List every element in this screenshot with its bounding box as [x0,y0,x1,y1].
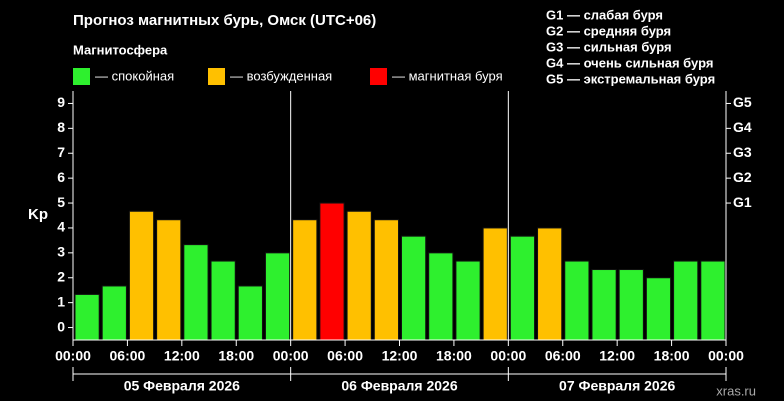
y-tick-label: 8 [57,119,65,135]
x-tick-label: 06:00 [327,348,363,364]
x-tick-label: 06:00 [110,348,146,364]
y-tick-label: 5 [57,194,65,210]
bar [673,260,699,341]
bar [591,269,617,341]
y-tick-label: 9 [57,94,65,110]
bar [128,210,155,341]
bar [183,244,209,341]
y2-tick-label: G5 [733,94,752,110]
bar [156,219,182,341]
g-scale-note: G3 — сильная буря [546,39,672,54]
legend-swatch [73,68,90,85]
x-tick-label: 12:00 [382,348,418,364]
bar [482,227,508,341]
y2-tick-label: G2 [733,169,752,185]
legend-label: — магнитная буря [392,68,503,83]
y-tick-label: 6 [57,169,65,185]
g-scale-note: G4 — очень сильная буря [546,55,713,70]
x-tick-label: 00:00 [708,348,744,364]
legend-label: — спокойная [95,68,174,83]
chart-subtitle: Магнитосфера [73,42,168,57]
bar [264,252,291,341]
g-scale-note: G5 — экстремальная буря [546,71,715,86]
y-tick-label: 7 [57,144,65,160]
y-tick-label: 0 [57,318,65,334]
legend-swatch [208,68,225,85]
bar [509,235,536,341]
bar [401,235,427,341]
bar [428,252,454,341]
y2-tick-label: G4 [733,119,752,135]
bar [319,202,345,341]
x-tick-label: 06:00 [545,348,581,364]
bar [373,219,399,341]
x-tick-label: 12:00 [164,348,200,364]
bar [210,260,236,341]
x-tick-label: 18:00 [218,348,254,364]
bar [455,260,481,341]
watermark: xras.ru [716,383,756,398]
y2-tick-label: G1 [733,194,752,210]
day-label: 07 Февраля 2026 [559,378,675,394]
chart-title: Прогноз магнитных бурь, Омск (UTC+06) [73,12,376,29]
bar [237,285,263,341]
y-axis-label: Kp [28,206,48,223]
day-label: 05 Февраля 2026 [124,378,240,394]
g-scale-note: G1 — слабая буря [546,7,663,22]
bar [101,285,127,341]
bar [292,219,318,341]
bar [564,260,590,341]
y-tick-label: 4 [57,219,65,235]
y-tick-label: 1 [57,293,65,309]
x-tick-label: 18:00 [654,348,690,364]
bar [74,293,100,341]
y-tick-label: 2 [57,268,65,284]
y2-tick-label: G3 [733,144,752,160]
legend-label: — возбужденная [230,68,332,83]
bar [645,277,672,341]
bar [537,227,563,341]
bar [700,260,726,341]
x-tick-label: 00:00 [273,348,309,364]
x-tick-label: 18:00 [436,348,472,364]
day-label: 06 Февраля 2026 [341,378,457,394]
bar [618,269,644,341]
bar [346,210,372,341]
legend-swatch [370,68,387,85]
x-tick-label: 12:00 [599,348,635,364]
x-tick-label: 00:00 [55,348,91,364]
g-scale-note: G2 — средняя буря [546,23,671,38]
x-tick-label: 00:00 [490,348,526,364]
y-tick-label: 3 [57,244,65,260]
